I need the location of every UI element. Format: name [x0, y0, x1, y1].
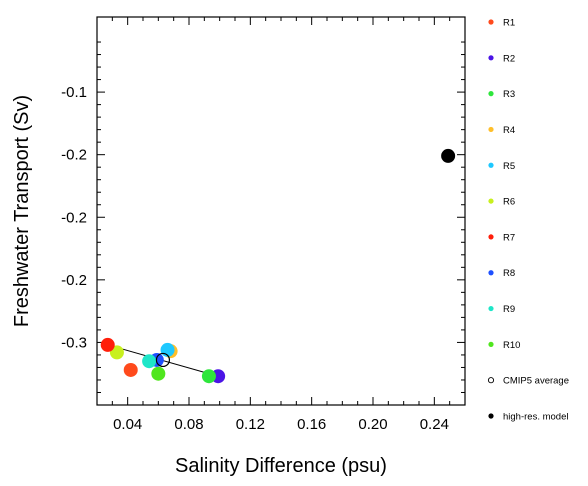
plot-frame	[96, 16, 466, 406]
y-tick-label: -0.3	[61, 334, 87, 351]
legend-r9-label: R9	[503, 304, 515, 315]
legend: R1 R2 R3 R4 R5 R6 R7 R8 R9 R10 CMIP5 average high-r…	[487, 18, 569, 423]
legend-high-res-model-label: high-res. model	[503, 412, 568, 423]
x-tick-label: 0.12	[236, 416, 265, 433]
legend-high-res-model-marker	[488, 413, 494, 419]
legend-r7-label: R7	[503, 232, 515, 243]
x-tick-label: 0.20	[358, 416, 387, 433]
point-cmip5-average	[155, 352, 171, 368]
legend-cmip5-average-label: CMIP5 average	[503, 376, 569, 387]
point-r3	[201, 369, 216, 384]
legend-r4-label: R4	[503, 125, 515, 136]
legend-r3-marker	[488, 91, 494, 97]
legend-r8-marker	[488, 270, 494, 276]
legend-r2-label: R2	[503, 53, 515, 64]
legend-r1-marker	[488, 19, 494, 25]
y-tick-label: -0.2	[61, 272, 87, 289]
legend-r6-label: R6	[503, 197, 515, 208]
x-tick-label: 0.16	[297, 416, 326, 433]
point-r10	[151, 366, 166, 381]
legend-r4-marker	[488, 126, 494, 133]
legend-r10-marker	[488, 341, 494, 347]
x-tick-label: 0.08	[174, 416, 203, 433]
axis-ticks: 0.04 0.08 0.12 0.16 0.20 0.24 -0.1 -0.2 -0.2 -0.2…	[61, 16, 465, 433]
legend-r7-marker	[488, 234, 494, 240]
y-tick-label: -0.2	[61, 147, 87, 164]
y-tick-label: -0.2	[61, 209, 87, 226]
y-axis-title: Freshwater Transport (Sv)	[11, 95, 33, 327]
data-points	[100, 148, 456, 384]
point-r7	[100, 337, 115, 352]
legend-r2-marker	[488, 55, 494, 61]
point-r9	[142, 354, 157, 369]
legend-r5-label: R5	[503, 161, 515, 172]
legend-r10-label: R10	[503, 340, 520, 351]
legend-r5-marker	[488, 162, 494, 168]
legend-r8-label: R8	[503, 268, 515, 279]
legend-r1-label: R1	[503, 18, 515, 29]
legend-cmip5-average-marker	[487, 377, 495, 384]
x-axis-title: Salinity Difference (psu)	[175, 455, 387, 477]
x-tick-label: 0.24	[420, 416, 449, 433]
legend-r3-label: R3	[503, 89, 515, 100]
y-tick-label: -0.1	[61, 84, 87, 101]
x-tick-label: 0.04	[113, 416, 142, 433]
legend-r9-marker	[488, 305, 494, 312]
point-high-res-model	[441, 148, 456, 163]
point-r1	[123, 362, 138, 377]
legend-r6-marker	[488, 198, 494, 204]
